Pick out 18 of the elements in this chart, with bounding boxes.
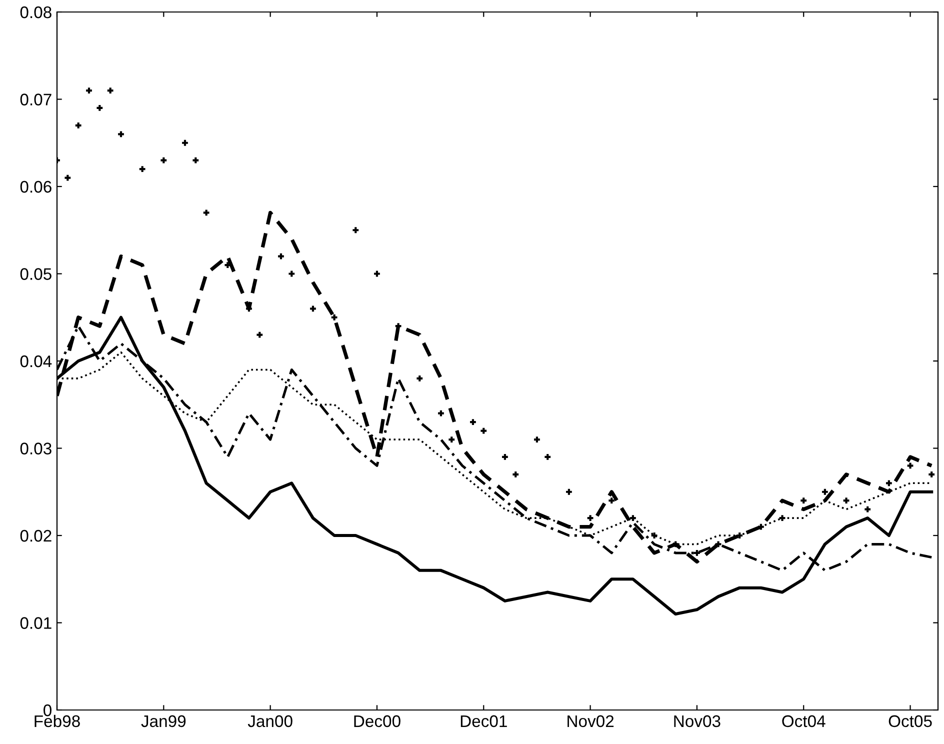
y-tick-label: 0.04 — [20, 355, 52, 368]
y-tick-label: 0.05 — [20, 268, 52, 280]
x-tick-label: Dec01 — [460, 715, 507, 728]
x-tick-label: Oct04 — [782, 715, 826, 728]
x-tick-label: Nov02 — [568, 715, 614, 728]
y-tick-label: 0.02 — [20, 530, 52, 542]
x-tick-label: Oct05 — [888, 715, 932, 728]
x-tick-label: Jan99 — [141, 715, 186, 728]
x-tick-label: Jan00 — [248, 715, 292, 728]
y-tick-label: 0.08 — [20, 6, 52, 18]
y-tick-label: 0.07 — [20, 94, 52, 106]
x-tick-label: Feb98 — [34, 714, 80, 728]
x-tick-label: Dec00 — [354, 715, 400, 728]
y-tick-label: 0.06 — [20, 180, 52, 193]
y-tick-label: 0.01 — [20, 617, 52, 629]
y-tick-label: 0 — [44, 704, 52, 716]
y-tick-label: 0.03 — [20, 442, 52, 454]
x-tick-label: Nov03 — [674, 715, 720, 728]
